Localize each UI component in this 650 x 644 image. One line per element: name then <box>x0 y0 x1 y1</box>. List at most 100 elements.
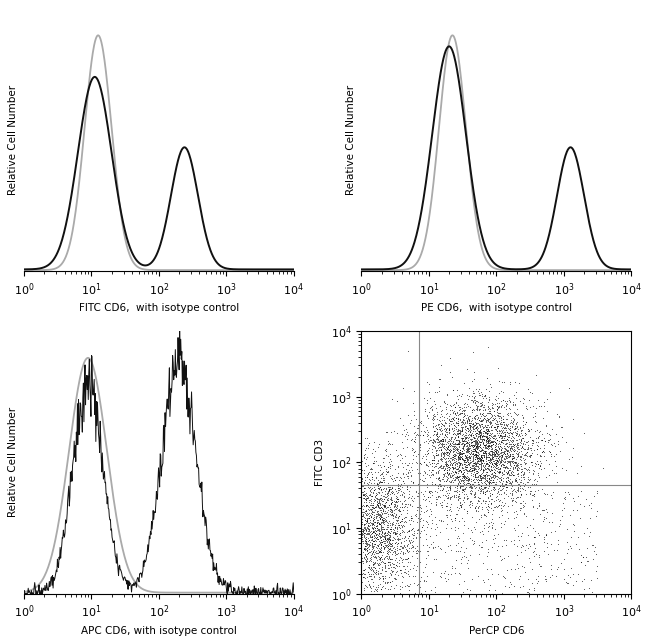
Point <box>448 414 458 424</box>
Point <box>540 571 550 581</box>
Point <box>521 448 532 458</box>
Point <box>383 547 393 558</box>
Point <box>503 513 514 524</box>
Point <box>454 413 465 424</box>
Point <box>491 480 502 490</box>
Point <box>487 458 497 468</box>
Point <box>441 431 451 441</box>
Point <box>499 448 509 458</box>
Point <box>370 505 380 515</box>
Point <box>491 495 502 505</box>
Point <box>478 558 488 568</box>
Point <box>455 500 465 510</box>
Point <box>445 510 455 520</box>
Point <box>365 504 375 514</box>
Point <box>482 434 493 444</box>
Point <box>484 476 494 486</box>
Point <box>517 478 528 488</box>
Point <box>404 518 415 529</box>
Point <box>471 449 481 459</box>
Point <box>476 475 486 485</box>
Point <box>484 417 494 428</box>
Point <box>472 404 482 414</box>
Point <box>454 437 465 448</box>
Point <box>467 422 478 432</box>
Point <box>462 465 473 475</box>
Point <box>432 450 442 460</box>
Point <box>380 537 391 547</box>
Point <box>501 445 512 455</box>
Point <box>440 423 450 433</box>
Point <box>460 465 470 475</box>
Point <box>474 429 485 439</box>
Point <box>559 564 569 574</box>
Point <box>480 440 490 450</box>
Point <box>420 486 430 497</box>
Point <box>426 440 437 450</box>
Point <box>358 547 369 557</box>
Point <box>485 489 495 500</box>
Point <box>467 478 478 489</box>
Point <box>365 482 375 493</box>
Point <box>369 503 379 513</box>
Point <box>482 551 493 562</box>
Point <box>394 511 404 521</box>
Point <box>500 425 511 435</box>
Point <box>428 537 438 547</box>
Point <box>471 437 482 448</box>
Point <box>439 465 449 475</box>
Point <box>360 533 370 544</box>
Point <box>397 543 408 553</box>
Point <box>565 510 575 520</box>
Point <box>545 447 556 457</box>
Point <box>474 475 485 485</box>
Point <box>484 394 494 404</box>
Point <box>489 436 499 446</box>
Point <box>415 487 426 497</box>
Point <box>454 415 465 425</box>
Point <box>456 462 467 472</box>
Point <box>361 525 371 535</box>
Point <box>473 456 483 466</box>
Point <box>478 469 489 480</box>
Point <box>385 455 396 466</box>
Point <box>419 393 429 403</box>
Point <box>395 484 406 495</box>
Point <box>360 449 370 459</box>
Point <box>480 448 491 458</box>
Point <box>450 424 461 435</box>
Point <box>388 559 398 569</box>
Point <box>361 526 371 536</box>
Point <box>450 441 461 451</box>
Point <box>495 444 506 454</box>
Point <box>505 427 515 437</box>
Point <box>373 460 384 470</box>
Point <box>484 395 494 405</box>
Point <box>525 450 536 460</box>
Point <box>452 475 463 486</box>
Point <box>478 440 489 451</box>
Point <box>470 492 480 502</box>
Point <box>436 515 447 525</box>
Point <box>452 457 462 468</box>
Point <box>480 411 491 421</box>
Point <box>450 417 461 428</box>
Point <box>495 430 505 440</box>
Point <box>462 506 473 516</box>
Point <box>480 440 491 451</box>
Point <box>484 466 495 476</box>
Point <box>469 367 480 377</box>
Point <box>426 413 437 424</box>
Point <box>408 421 419 431</box>
Point <box>491 453 501 463</box>
Point <box>410 509 421 519</box>
Point <box>488 447 499 457</box>
Point <box>476 409 487 419</box>
Point <box>499 444 510 454</box>
Point <box>463 444 474 454</box>
Point <box>443 456 453 466</box>
Point <box>360 544 370 554</box>
Point <box>437 483 448 493</box>
Point <box>423 433 434 444</box>
Point <box>585 513 595 523</box>
